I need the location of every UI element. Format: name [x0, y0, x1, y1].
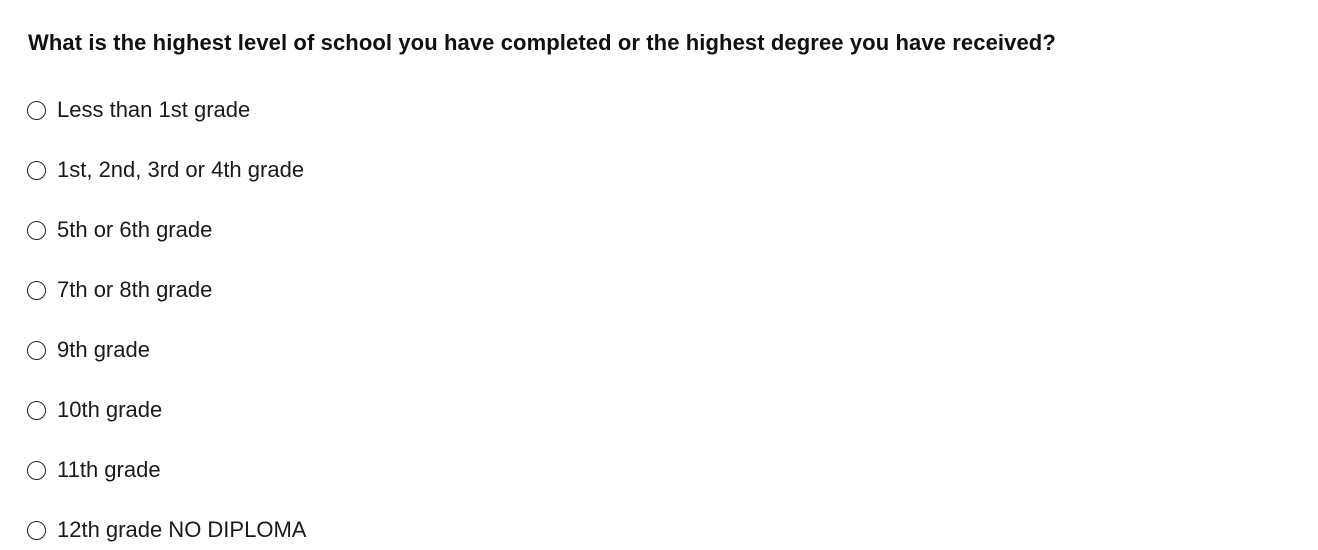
- option-label: Less than 1st grade: [57, 97, 251, 122]
- option-9th-grade[interactable]: 9th grade: [27, 335, 150, 365]
- option-1st-to-4th-grade[interactable]: 1st, 2nd, 3rd or 4th grade: [27, 155, 304, 185]
- option-11th-grade[interactable]: 11th grade: [27, 455, 161, 485]
- option-5th-or-6th-grade[interactable]: 5th or 6th grade: [27, 215, 212, 245]
- option-label: 9th grade: [57, 337, 150, 362]
- option-10th-grade[interactable]: 10th grade: [27, 395, 162, 425]
- question-title: What is the highest level of school you …: [28, 30, 1056, 55]
- radio-button[interactable]: [27, 220, 46, 240]
- option-label: 12th grade NO DIPLOMA: [57, 517, 307, 542]
- radio-button[interactable]: [27, 520, 46, 540]
- option-12th-grade-no-diploma[interactable]: 12th grade NO DIPLOMA: [27, 515, 306, 545]
- option-label: 1st, 2nd, 3rd or 4th grade: [57, 157, 305, 182]
- radio-button[interactable]: [27, 400, 46, 420]
- option-label: 10th grade: [57, 397, 163, 422]
- radio-button[interactable]: [27, 340, 46, 360]
- option-7th-or-8th-grade[interactable]: 7th or 8th grade: [27, 275, 212, 305]
- radio-button[interactable]: [27, 160, 46, 180]
- option-label: 11th grade: [57, 457, 161, 482]
- radio-button[interactable]: [27, 280, 46, 300]
- radio-button[interactable]: [27, 100, 46, 120]
- radio-button[interactable]: [27, 460, 46, 480]
- option-less-than-1st-grade[interactable]: Less than 1st grade: [27, 95, 250, 125]
- option-label: 7th or 8th grade: [57, 277, 213, 302]
- option-label: 5th or 6th grade: [57, 217, 213, 242]
